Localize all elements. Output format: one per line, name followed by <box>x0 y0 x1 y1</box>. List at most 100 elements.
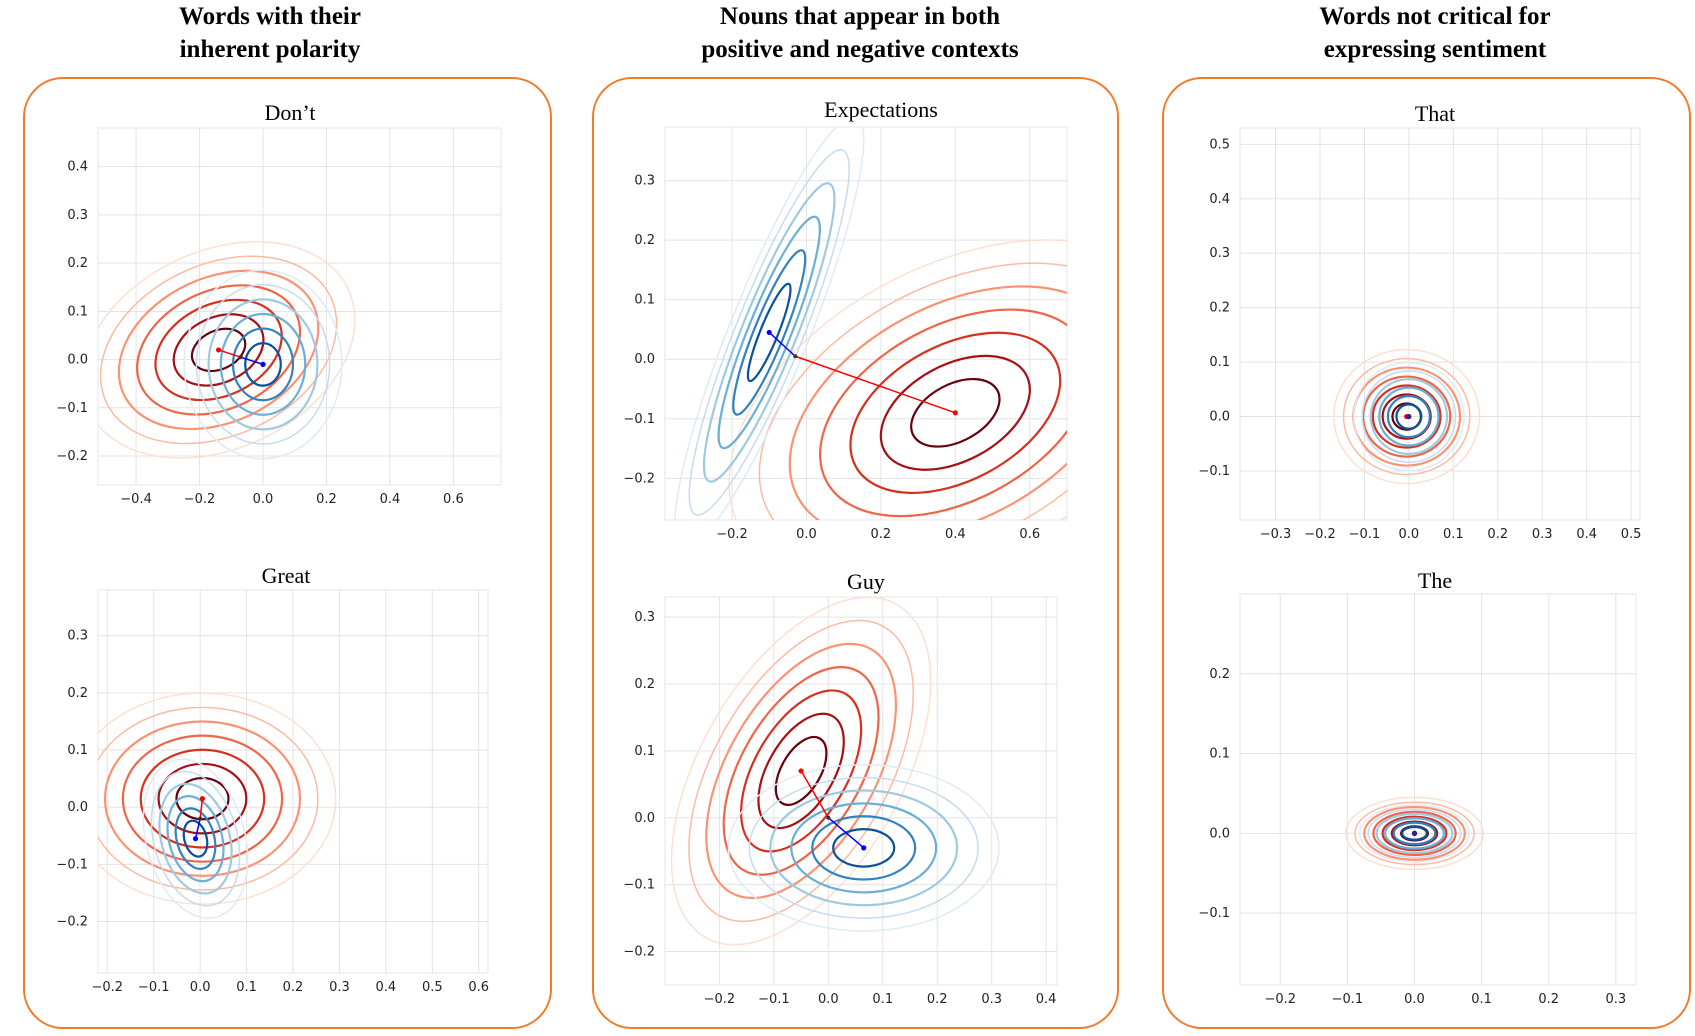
group-title-nouns: Nouns that appear in both positive and n… <box>701 3 1019 63</box>
chart-title-dont: Don’t <box>264 100 316 125</box>
blue-contour <box>811 815 917 881</box>
plot-that: −0.3 −0.2 −0.1 0.0 0.1 0.2 0.3 0.4 0.5 −0.1 0.0 0.1… <box>1198 127 1641 542</box>
y-tick-label: 0.4 <box>1209 192 1230 207</box>
x-tick-label: 0.2 <box>927 992 948 1007</box>
red-contour <box>157 762 248 835</box>
contour-group <box>673 127 1067 520</box>
blue-contour <box>832 828 896 868</box>
y-tick-label: 0.2 <box>634 233 655 248</box>
y-tick-label: 0.1 <box>67 304 88 319</box>
x-tick-label: −0.1 <box>758 992 790 1007</box>
contour-group <box>670 597 1000 946</box>
blue-contour <box>790 802 938 894</box>
y-tick-label: 0.5 <box>1209 137 1230 152</box>
blue-contour <box>195 284 331 445</box>
y-tick-label: −0.1 <box>1198 906 1230 921</box>
y-tick-label: 0.0 <box>634 811 655 826</box>
plot-guy: −0.2 −0.1 0.0 0.1 0.2 0.3 0.4 −0.2 −0.1 0.0 0.1 0.2… <box>623 596 1058 1007</box>
blue-contour <box>673 127 865 520</box>
x-tick-label: 0.1 <box>872 992 893 1007</box>
y-tick-label: −0.2 <box>623 945 655 960</box>
x-tick-label: 0.6 <box>468 980 489 995</box>
red-mean-segment <box>800 770 829 819</box>
x-tick-label: 0.1 <box>236 980 257 995</box>
chart-title-that: That <box>1414 101 1456 126</box>
x-tick-label: 0.3 <box>981 992 1002 1007</box>
red-contour <box>1344 796 1485 871</box>
x-tick-label: 0.2 <box>316 492 337 507</box>
blue-mean-point <box>861 845 867 851</box>
blue-mean-point <box>766 329 772 336</box>
chart-title-great: Great <box>261 563 311 588</box>
red-mean-point <box>798 768 804 774</box>
blue-contour <box>1378 386 1440 447</box>
blue-contour <box>1352 361 1465 472</box>
midpoint <box>1412 831 1417 836</box>
x-tick-label: −0.1 <box>1332 992 1364 1007</box>
red-contour <box>705 642 898 900</box>
blue-mean-segment <box>194 818 201 839</box>
blue-contour <box>174 807 217 870</box>
x-tick-label: −0.4 <box>120 492 152 507</box>
red-mean-segment <box>218 349 242 358</box>
x-tick-label: 0.0 <box>190 980 211 995</box>
plot-dont: −0.4 −0.2 0.0 0.2 0.4 0.6 −0.2 −0.1 0.0 0.1 0.2 0.3… <box>56 127 502 507</box>
x-tick-label: 0.2 <box>871 527 892 542</box>
red-contour <box>1333 348 1481 485</box>
y-tick-label: −0.2 <box>56 449 88 464</box>
y-tick-label: −0.1 <box>623 412 655 427</box>
y-tick-label: 0.3 <box>67 629 88 644</box>
blue-contour <box>1386 394 1431 439</box>
blue-contour <box>166 795 225 883</box>
red-contour <box>172 313 265 387</box>
blue-contour <box>158 782 233 895</box>
midpoint <box>238 355 243 360</box>
blue-contour <box>769 789 959 907</box>
red-mean-point <box>199 796 206 802</box>
x-tick-label: 0.2 <box>1487 527 1508 542</box>
red-contour <box>99 255 338 445</box>
x-tick-label: 0.1 <box>1443 527 1464 542</box>
blue-contour <box>1367 808 1462 859</box>
y-tick-label: 0.2 <box>1209 667 1230 682</box>
red-contour <box>728 239 1067 520</box>
y-tick-label: −0.1 <box>56 401 88 416</box>
y-tick-label: 0.3 <box>634 610 655 625</box>
x-tick-label: 0.0 <box>796 527 817 542</box>
red-contour <box>121 734 284 863</box>
y-tick-label: 0.4 <box>67 160 88 175</box>
y-tick-label: −0.1 <box>56 857 88 872</box>
y-tick-label: 0.3 <box>1209 246 1230 261</box>
blue-mean-segment <box>240 356 264 366</box>
blue-contour <box>1384 817 1445 850</box>
blue-contour <box>1361 370 1457 464</box>
red-contour <box>739 689 863 853</box>
red-contour <box>758 262 1067 520</box>
x-tick-label: 0.3 <box>1532 527 1553 542</box>
blue-contour <box>150 770 241 907</box>
y-tick-label: 0.2 <box>1209 301 1230 316</box>
x-tick-label: −0.1 <box>1349 527 1381 542</box>
y-tick-label: 0.0 <box>1209 826 1230 841</box>
y-tick-label: 0.0 <box>67 353 88 368</box>
contour-group <box>1333 348 1481 485</box>
red-contour <box>175 776 230 821</box>
blue-contour <box>142 758 249 919</box>
red-contour <box>910 377 1001 448</box>
x-tick-label: 0.6 <box>443 492 464 507</box>
contour-group <box>98 692 337 919</box>
blue-contour <box>748 776 979 919</box>
blue-contour <box>1392 821 1437 846</box>
x-tick-label: 0.3 <box>1606 992 1627 1007</box>
x-tick-label: 0.0 <box>253 492 274 507</box>
y-tick-label: 0.1 <box>1209 747 1230 762</box>
x-tick-label: 0.2 <box>283 980 304 995</box>
chart-title-guy: Guy <box>847 569 885 594</box>
red-contour <box>788 285 1067 520</box>
x-tick-label: −0.2 <box>704 992 736 1007</box>
red-contour <box>722 666 880 876</box>
midpoint <box>826 815 831 820</box>
y-tick-label: 0.0 <box>634 352 655 367</box>
y-tick-label: −0.2 <box>56 915 88 930</box>
red-contour <box>757 712 845 830</box>
